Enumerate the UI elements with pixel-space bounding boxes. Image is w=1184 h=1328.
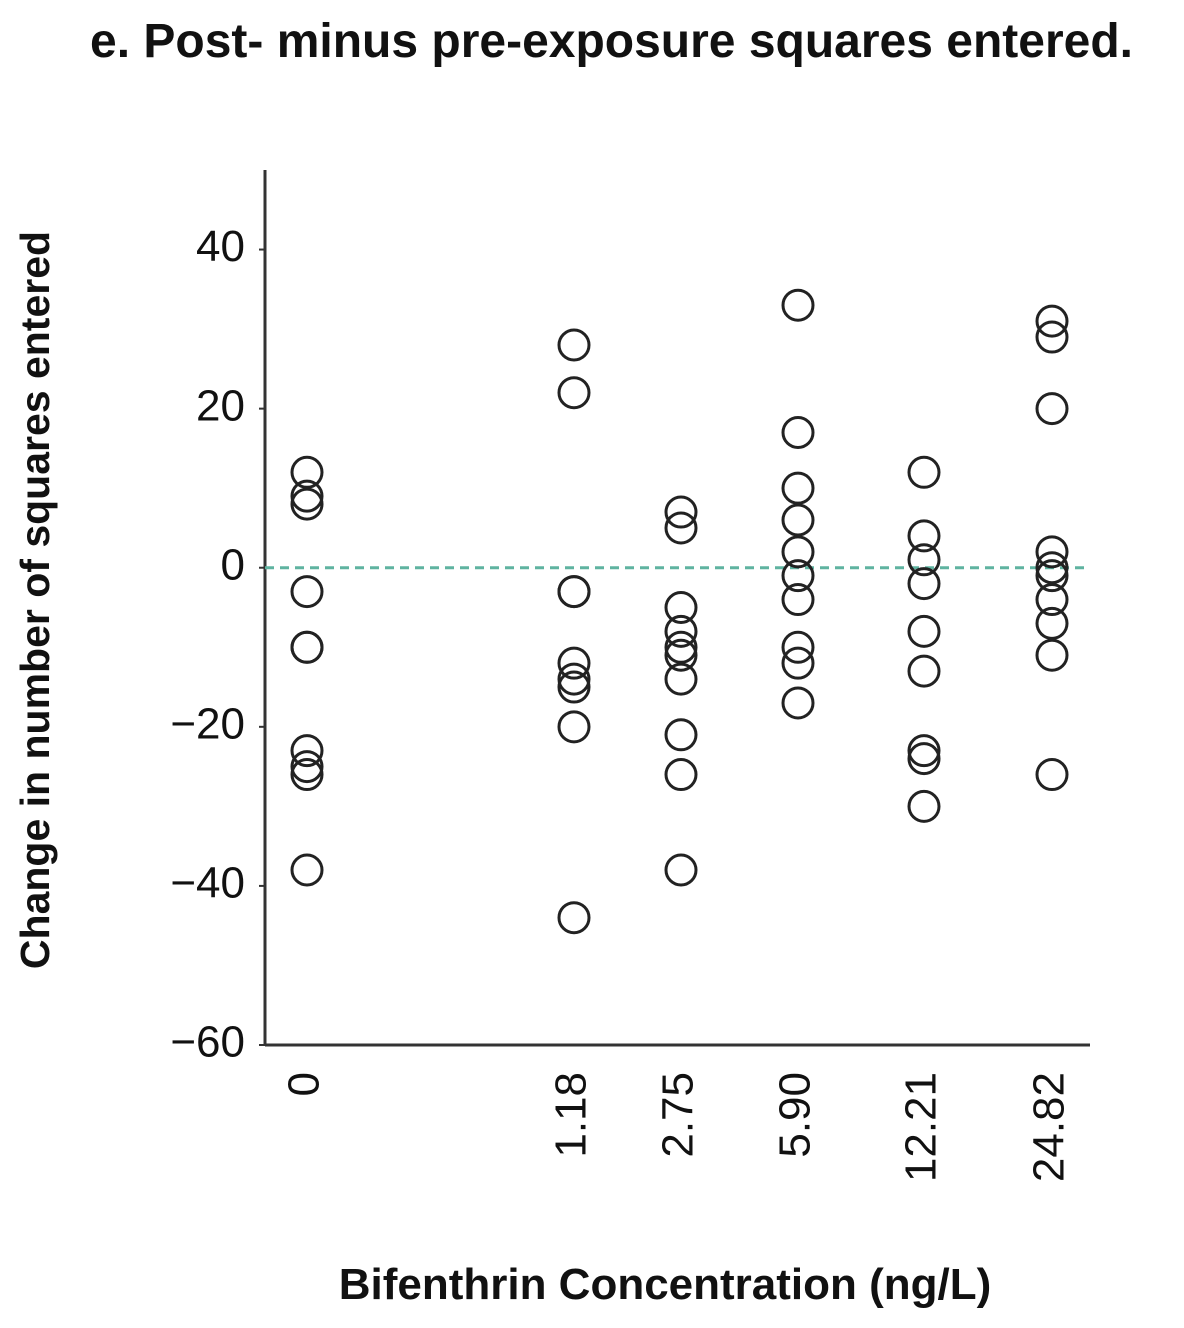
x-tick-label: 0 [280,1072,329,1096]
x-tick-label: 24.82 [1025,1072,1074,1182]
data-point [781,630,815,664]
data-point [907,734,941,768]
data-point [781,583,815,617]
data-point [290,479,324,513]
data-point [1035,304,1069,338]
data-point [664,662,698,696]
data-point [781,503,815,537]
data-point [664,591,698,624]
data-point [290,853,324,887]
data-point [1035,320,1069,354]
x-tick-label: 2.75 [654,1072,703,1158]
y-tick-label: −20 [170,699,245,748]
data-point [1035,392,1069,426]
data-point [557,670,591,704]
data-point [1035,606,1069,640]
data-point [664,511,698,545]
data-point [290,630,324,664]
data-point [781,559,815,593]
x-tick-label: 5.90 [771,1072,820,1158]
data-point [1035,535,1069,569]
data-point [781,535,815,569]
data-point [664,758,698,792]
data-point [781,416,815,449]
data-point [557,575,591,609]
y-tick-label: 20 [196,381,245,430]
data-point [781,288,815,322]
chart-title: e. Post- minus pre-exposure squares ente… [90,15,1133,68]
y-tick-label: 40 [196,222,245,271]
data-point [290,575,324,609]
data-point [781,471,815,505]
data-point [290,734,324,768]
data-point [557,710,591,744]
data-point [557,646,591,680]
data-point [907,567,941,601]
y-tick-label: −60 [170,1018,245,1067]
data-point [290,455,324,489]
data-point [1035,551,1069,585]
data-point [907,654,941,688]
data-point [664,495,698,529]
data-point [664,718,698,752]
x-axis-title: Bifenthrin Concentration (ng/L) [338,1260,992,1309]
data-point [907,789,941,823]
data-point [557,662,591,696]
data-point [907,614,941,648]
x-tick-label: 1.18 [547,1072,596,1158]
data-point [290,487,324,521]
data-point [664,638,698,672]
y-tick-label: 0 [221,540,245,589]
data-point [781,646,815,680]
data-point [1035,638,1069,672]
data-point [1035,758,1069,792]
data-point [664,614,698,648]
data-point [290,758,324,792]
x-tick-label: 12.21 [897,1072,946,1182]
data-point [557,328,591,362]
data-point [557,901,591,935]
y-axis-title: Change in number of squares entered [12,230,58,970]
data-point [907,455,941,489]
data-point [907,519,941,553]
data-point [290,750,324,784]
data-point [907,543,941,577]
data-point [664,853,698,887]
data-point [1035,583,1069,617]
y-tick-label: −40 [170,859,245,908]
data-point [907,742,941,776]
data-point [1035,559,1069,593]
data-point [664,630,698,664]
data-point [781,686,815,720]
data-point [557,376,591,410]
